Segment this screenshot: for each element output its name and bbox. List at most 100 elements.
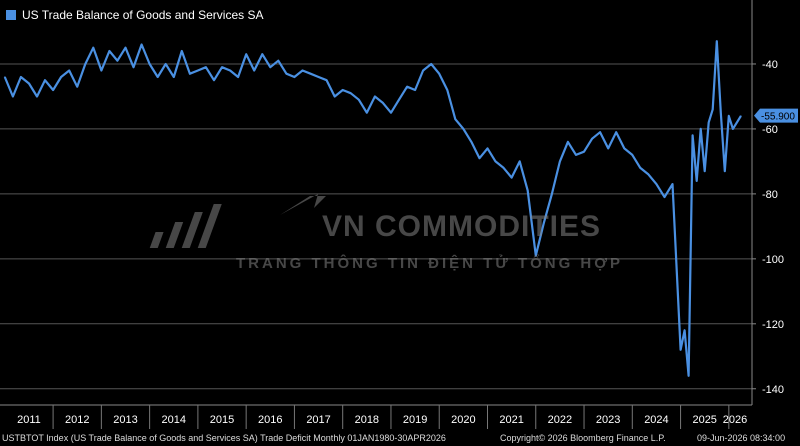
data-point xyxy=(732,128,734,130)
data-point xyxy=(712,108,714,111)
data-point xyxy=(132,66,135,68)
data-point xyxy=(736,121,738,124)
data-point xyxy=(92,47,94,49)
data-point xyxy=(366,112,368,114)
data-point xyxy=(716,40,718,42)
legend-swatch xyxy=(6,10,16,20)
data-point xyxy=(84,63,86,65)
data-point xyxy=(108,50,111,52)
data-point xyxy=(4,76,6,78)
footer-copyright: Copyright© 2026 Bloomberg Finance L.P. xyxy=(500,433,666,443)
data-point xyxy=(700,128,702,130)
data-point xyxy=(720,112,722,114)
data-point xyxy=(414,89,416,91)
data-point xyxy=(446,89,448,91)
x-tick-label: 2023 xyxy=(596,414,620,426)
data-point xyxy=(511,177,513,179)
y-tick-label: -40 xyxy=(762,59,778,71)
x-tick-label: 2018 xyxy=(355,414,379,426)
data-point xyxy=(173,76,175,78)
data-point xyxy=(20,76,22,78)
data-point xyxy=(221,66,223,68)
data-point xyxy=(309,73,312,75)
data-point xyxy=(478,157,481,159)
data-point xyxy=(559,160,561,163)
data-point xyxy=(671,183,674,185)
data-point xyxy=(197,69,199,72)
x-tick-label: 2022 xyxy=(548,414,572,426)
data-point xyxy=(358,99,360,101)
data-point xyxy=(60,76,62,78)
y-axis: -40 -60 -80 -100 -120 -140 xyxy=(751,0,784,405)
footer-index: USTBTOT Index (US Trade Balance of Goods… xyxy=(2,433,446,443)
x-tick-label: 2020 xyxy=(451,414,475,426)
data-point xyxy=(543,222,545,224)
data-point xyxy=(326,79,328,81)
data-point xyxy=(68,69,70,72)
data-point xyxy=(679,349,682,351)
data-point xyxy=(607,147,609,150)
x-tick-label: 2025 xyxy=(692,414,716,426)
y-tick-label: -120 xyxy=(762,319,784,331)
data-point xyxy=(124,47,127,49)
data-point xyxy=(285,73,287,75)
data-point xyxy=(454,118,456,120)
data-point xyxy=(12,95,14,98)
data-point xyxy=(486,147,489,150)
x-tick-label: 2016 xyxy=(258,414,282,426)
data-point xyxy=(623,147,625,150)
data-point xyxy=(76,86,78,88)
data-point xyxy=(261,53,263,55)
x-tick-label: 2014 xyxy=(162,414,186,426)
data-point xyxy=(683,329,686,331)
x-tick-label: 2011 xyxy=(17,414,41,426)
data-point xyxy=(692,134,694,137)
data-point xyxy=(181,50,183,52)
data-point xyxy=(334,95,336,98)
x-tick-label: 2019 xyxy=(403,414,427,426)
data-point xyxy=(639,167,641,169)
data-point xyxy=(317,76,320,78)
data-point xyxy=(535,254,537,257)
data-point xyxy=(696,180,698,182)
data-point xyxy=(740,115,742,117)
x-tick-label: 2024 xyxy=(644,414,668,426)
footer-date: 09-Jun-2026 08:34:00 xyxy=(697,433,786,443)
x-tick-label: 2012 xyxy=(65,414,89,426)
data-point xyxy=(599,131,601,133)
data-point xyxy=(269,66,271,68)
data-point xyxy=(229,69,231,72)
data-point xyxy=(36,95,38,98)
data-point xyxy=(438,73,440,75)
data-point xyxy=(567,141,569,143)
data-point xyxy=(647,173,649,176)
data-point xyxy=(527,190,529,192)
data-point xyxy=(165,63,167,65)
x-tick-label: 2021 xyxy=(499,414,523,426)
data-point xyxy=(728,115,730,117)
data-point xyxy=(140,43,143,46)
data-point xyxy=(390,112,392,114)
data-point xyxy=(245,53,247,55)
data-point xyxy=(116,60,119,62)
x-axis: 2011 2012 2013 2014 2015 2016 2017 2018 2019 2020… xyxy=(0,404,752,429)
data-point xyxy=(157,76,159,78)
data-point xyxy=(374,95,376,98)
data-point xyxy=(189,73,191,75)
data-point xyxy=(28,82,30,85)
data-point xyxy=(663,196,666,198)
legend: US Trade Balance of Goods and Services S… xyxy=(6,8,263,22)
data-point xyxy=(277,60,279,62)
data-point xyxy=(551,193,553,195)
data-point xyxy=(100,69,102,72)
data-point xyxy=(430,63,432,65)
data-point xyxy=(583,151,585,153)
data-point xyxy=(350,92,352,94)
last-value-box xyxy=(754,108,798,123)
series-points xyxy=(4,40,742,377)
data-point xyxy=(237,76,239,78)
y-tick-label: -60 xyxy=(762,124,778,136)
y-tick-label: -80 xyxy=(762,189,778,201)
data-point xyxy=(149,63,151,65)
